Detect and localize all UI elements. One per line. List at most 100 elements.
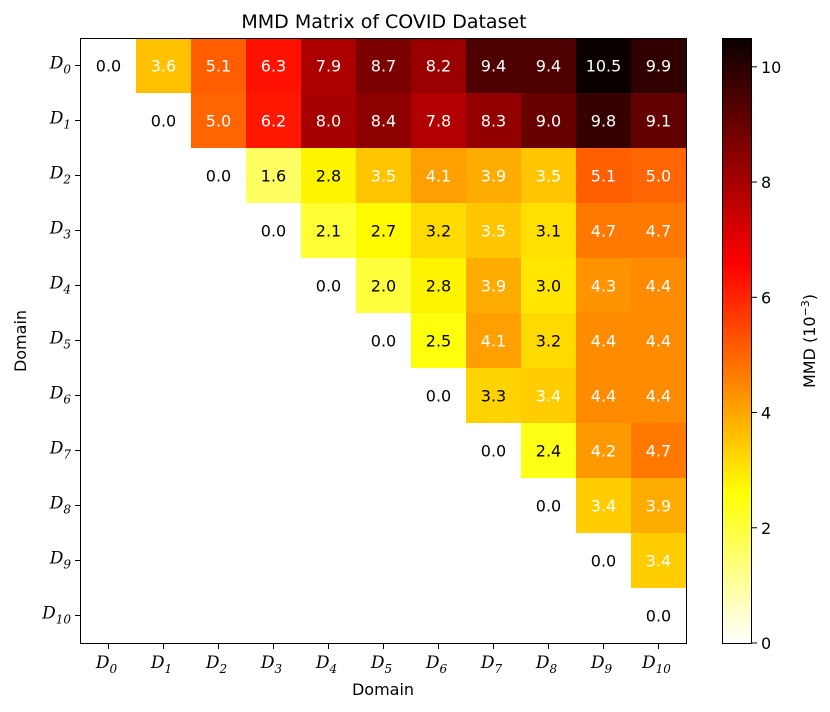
heatmap-cell-r5-c6 — [411, 313, 467, 369]
heatmap-cell-r0-c0 — [81, 38, 137, 94]
cell-value-r2-c8: 3.5 — [536, 167, 561, 186]
heatmap-cell-r1-c5 — [356, 93, 412, 149]
heatmap-cell-r3-c7 — [466, 203, 522, 259]
cell-value-r8-c9: 3.4 — [591, 497, 616, 516]
cell-value-r4-c7: 3.9 — [481, 277, 506, 296]
cell-value-r7-c10: 4.7 — [646, 442, 671, 461]
cell-value-r3-c9: 4.7 — [591, 222, 616, 241]
heatmap-cell-r1-c4 — [301, 93, 357, 149]
cell-value-r4-c8: 3.0 — [536, 277, 561, 296]
cell-value-r8-c8: 0.0 — [536, 497, 561, 516]
colorbar-gradient — [722, 38, 751, 643]
heatmap-cell-r1-c10 — [631, 93, 687, 149]
x-tick-label-7: D7 — [480, 653, 503, 676]
colorbar-tick-label-2: 4 — [761, 404, 771, 423]
colorbar: 0 2 4 6 8 10 MMD (10−3) — [722, 38, 819, 653]
heatmap-cell-r0-c4 — [301, 38, 357, 94]
cell-value-r1-c10: 9.1 — [646, 112, 671, 131]
cell-value-r2-c6: 4.1 — [426, 167, 451, 186]
cell-value-r5-c9: 4.4 — [591, 332, 616, 351]
cell-value-r0-c6: 8.2 — [426, 57, 451, 76]
heatmap-cell-r3-c8 — [521, 203, 577, 259]
heatmap-cell-r4-c9 — [576, 258, 632, 314]
heatmap-cell-r6-c10 — [631, 368, 687, 424]
heatmap-cell-r4-c10 — [631, 258, 687, 314]
y-tick-label-6: D6 — [49, 384, 72, 407]
heatmap-cell-r3-c5 — [356, 203, 412, 259]
cell-value-r1-c3: 6.2 — [261, 112, 286, 131]
cell-value-r6-c9: 4.4 — [591, 387, 616, 406]
cell-value-r6-c7: 3.3 — [481, 387, 506, 406]
colorbar-frame — [722, 38, 752, 644]
cell-value-r4-c4: 0.0 — [316, 277, 341, 296]
x-axis-ticks: D0 D1 D2 D3 D4 D5 D6 D7 D8 D9 D10 — [95, 643, 671, 676]
cell-value-r2-c2: 0.0 — [206, 167, 231, 186]
heatmap-cell-r0-c6 — [411, 38, 467, 94]
cell-value-r0-c0: 0.0 — [96, 57, 121, 76]
cell-value-r1-c2: 5.0 — [206, 112, 231, 131]
cell-value-r5-c5: 0.0 — [371, 332, 396, 351]
heatmap-cell-r5-c8 — [521, 313, 577, 369]
heatmap-cell-r2-c10 — [631, 148, 687, 204]
cell-value-r0-c7: 9.4 — [481, 57, 506, 76]
heatmap-cell-labels: 0.0 3.6 5.1 6.3 7.9 8.7 8.2 9.4 9.4 10.5 9.9 0.0 5.0… — [96, 57, 671, 626]
cell-value-r2-c4: 2.8 — [316, 167, 341, 186]
y-tick-label-1: D1 — [49, 109, 71, 132]
heatmap-cell-r0-c2 — [191, 38, 247, 94]
x-tick-label-1: D1 — [150, 653, 172, 676]
cell-value-r0-c3: 6.3 — [261, 57, 286, 76]
cell-value-r1-c9: 9.8 — [591, 112, 616, 131]
y-tick-label-9: D9 — [49, 549, 72, 572]
heatmap-cell-r1-c3 — [246, 93, 302, 149]
heatmap-cell-r2-c9 — [576, 148, 632, 204]
heatmap-cell-r2-c7 — [466, 148, 522, 204]
heatmap-cell-r7-c8 — [521, 423, 577, 479]
heatmap-cell-r8-c10 — [631, 478, 687, 534]
cell-value-r3-c6: 3.2 — [426, 222, 451, 241]
heatmap-cell-r0-c1 — [136, 38, 192, 94]
heatmap-cell-r0-c9 — [576, 38, 632, 94]
x-axis-title: Domain — [352, 680, 414, 699]
heatmap-cell-r5-c9 — [576, 313, 632, 369]
cell-value-r7-c8: 2.4 — [536, 442, 561, 461]
cell-value-r6-c6: 0.0 — [426, 387, 451, 406]
x-tick-label-5: D5 — [370, 653, 392, 676]
heatmap-cell-r5-c7 — [466, 313, 522, 369]
cell-value-r5-c8: 3.2 — [536, 332, 561, 351]
heatmap-cell-r2-c6 — [411, 148, 467, 204]
cell-value-r9-c10: 3.4 — [646, 552, 671, 571]
heatmap-cell-r1-c7 — [466, 93, 522, 149]
heatmap-cell-r8-c8 — [521, 478, 577, 534]
heatmap-cell-r1-c6 — [411, 93, 467, 149]
x-tick-label-9: D9 — [590, 653, 613, 676]
cell-value-r0-c2: 5.1 — [206, 57, 231, 76]
cell-value-r0-c1: 3.6 — [151, 57, 176, 76]
heatmap-cell-r6-c8 — [521, 368, 577, 424]
heatmap-cells — [81, 38, 687, 644]
x-tick-label-4: D4 — [315, 653, 337, 676]
y-tick-label-4: D4 — [49, 274, 71, 297]
heatmap-cell-r0-c7 — [466, 38, 522, 94]
cell-value-r1-c5: 8.4 — [371, 112, 396, 131]
cell-value-r3-c8: 3.1 — [536, 222, 561, 241]
heatmap-cell-r1-c1 — [136, 93, 192, 149]
heatmap-cell-r4-c5 — [356, 258, 412, 314]
x-tick-label-10: D10 — [641, 653, 671, 676]
heatmap-cell-r3-c6 — [411, 203, 467, 259]
cell-value-r4-c5: 2.0 — [371, 277, 396, 296]
y-tick-label-7: D7 — [49, 439, 72, 462]
cell-value-r0-c8: 9.4 — [536, 57, 561, 76]
cell-value-r3-c4: 2.1 — [316, 222, 341, 241]
heatmap-cell-r5-c10 — [631, 313, 687, 369]
cell-value-r1-c8: 9.0 — [536, 112, 561, 131]
heatmap-cell-r4-c6 — [411, 258, 467, 314]
colorbar-tick-label-3: 6 — [761, 288, 771, 307]
heatmap-cell-r1-c2 — [191, 93, 247, 149]
cell-value-r9-c9: 0.0 — [591, 552, 616, 571]
cell-value-r1-c7: 8.3 — [481, 112, 506, 131]
x-tick-label-8: D8 — [535, 653, 558, 676]
heatmap-cell-r2-c4 — [301, 148, 357, 204]
heatmap-cell-r1-c9 — [576, 93, 632, 149]
heatmap-cell-r3-c3 — [246, 203, 302, 259]
